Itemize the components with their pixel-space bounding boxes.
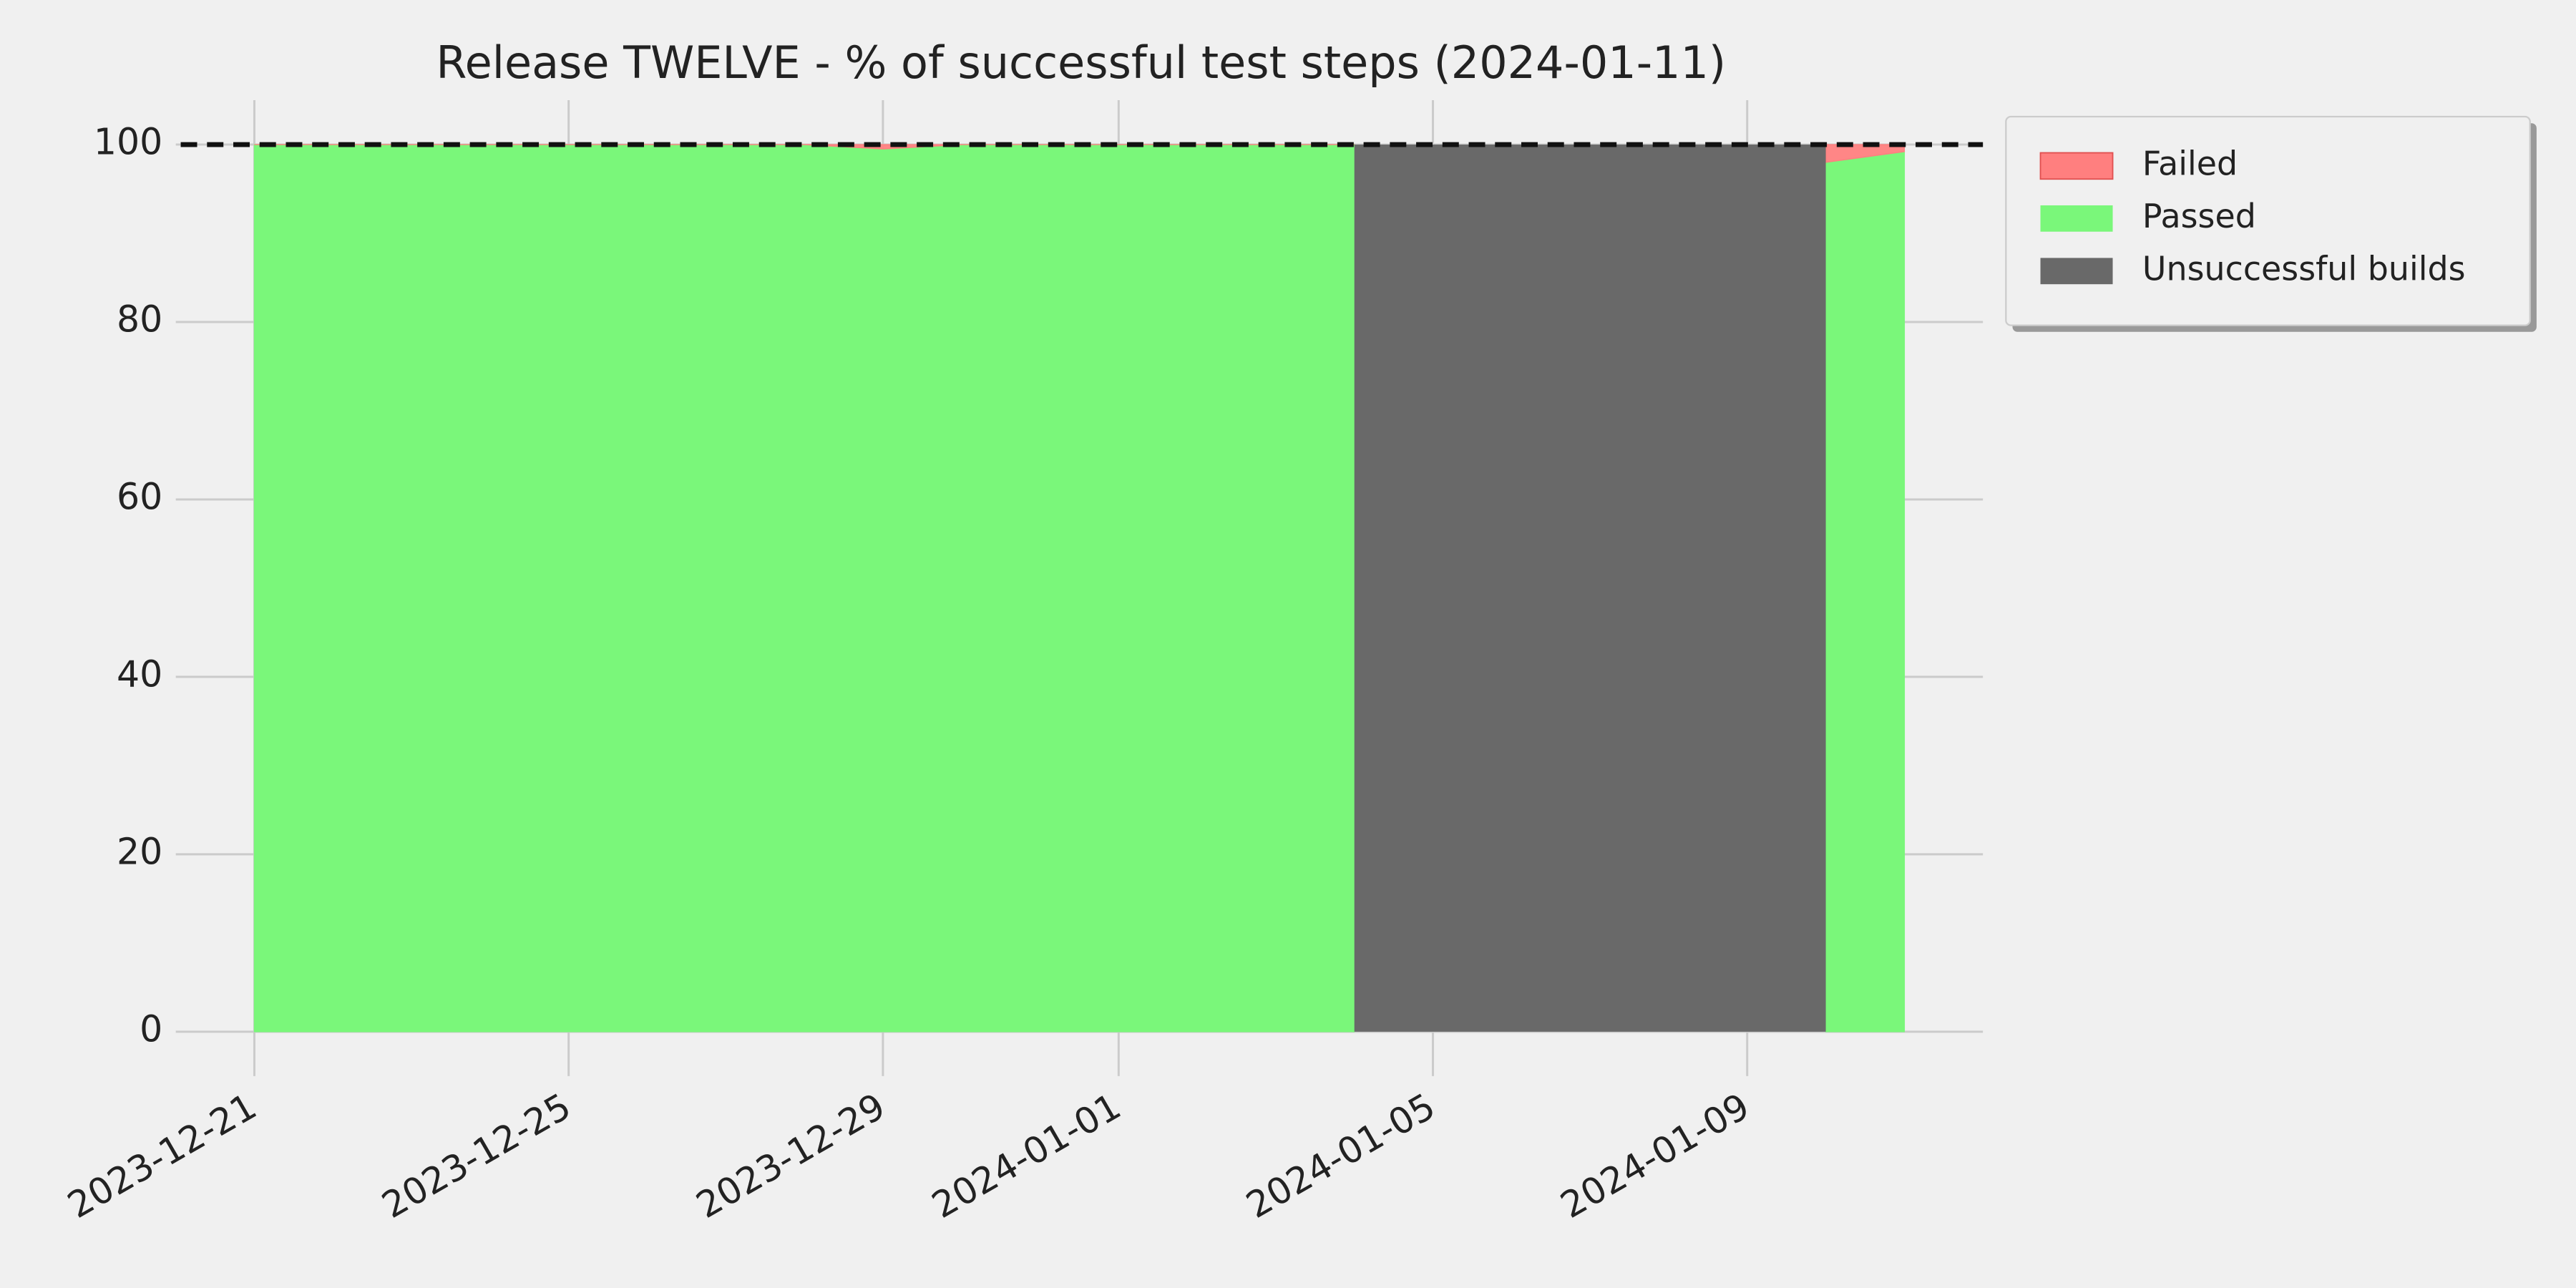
y-tick-label: 100 bbox=[94, 121, 162, 163]
y-tick-label: 60 bbox=[117, 475, 162, 517]
legend-label: Unsuccessful builds bbox=[2142, 249, 2466, 288]
plot-area bbox=[253, 144, 1906, 1033]
y-tick-label: 0 bbox=[140, 1008, 162, 1050]
y-tick-label: 20 bbox=[117, 830, 162, 872]
legend-swatch bbox=[2039, 152, 2114, 180]
unsuccessful-span bbox=[1354, 145, 1826, 1032]
area bbox=[254, 144, 1355, 150]
y-tick-label: 80 bbox=[117, 298, 162, 341]
y-tick-label: 40 bbox=[117, 653, 162, 695]
legend: Failed Passed Unsuccessful builds bbox=[2005, 115, 2537, 332]
legend-swatch bbox=[2040, 258, 2113, 285]
legend-swatch bbox=[2040, 205, 2113, 232]
legend-box bbox=[2005, 115, 2531, 326]
chart-title: Release TWELVE - % of successful test st… bbox=[436, 36, 1726, 89]
area bbox=[253, 144, 1355, 1033]
legend-label: Failed bbox=[2142, 144, 2238, 182]
legend-label: Passed bbox=[2142, 197, 2256, 235]
area bbox=[1825, 151, 1906, 1033]
